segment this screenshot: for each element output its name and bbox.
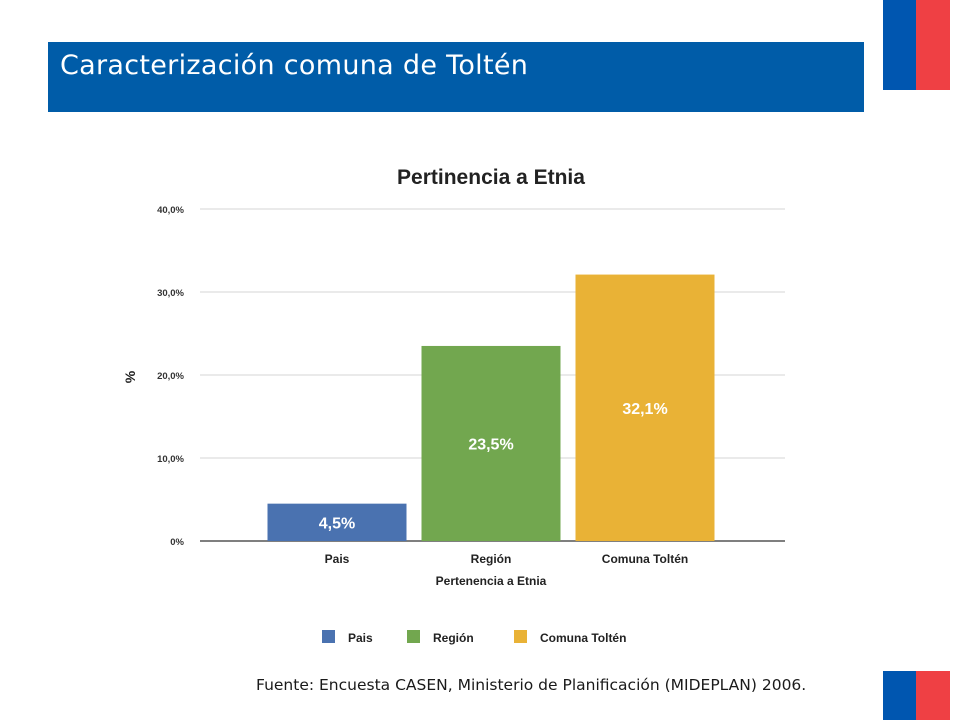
data-label: 4,5% xyxy=(319,515,355,532)
legend-swatch xyxy=(514,630,527,643)
legend-label: Pais xyxy=(348,631,373,645)
bar-comuna-tolten xyxy=(575,274,715,541)
flag-blue-stripe xyxy=(883,0,916,90)
legend-swatch xyxy=(322,630,335,643)
chart-title: Pertinencia a Etnia xyxy=(397,166,585,189)
y-tick-label: 30,0% xyxy=(157,288,184,299)
y-tick-label: 0% xyxy=(170,537,184,548)
x-tick-label: Pais xyxy=(325,552,350,566)
legend-label: Región xyxy=(433,631,474,645)
flag-decoration-bottom xyxy=(883,671,950,720)
x-axis-label: Pertenencia a Etnia xyxy=(436,574,547,588)
y-axis-label: % xyxy=(122,370,138,383)
flag-decoration-top xyxy=(883,0,950,90)
legend-swatch xyxy=(407,630,420,643)
legend-label: Comuna Toltén xyxy=(540,631,626,645)
y-tick-label: 40,0% xyxy=(157,205,184,216)
flag-red-stripe xyxy=(916,671,950,720)
data-label: 32,1% xyxy=(622,401,667,418)
header-bar: Caracterización comuna de Toltén xyxy=(48,42,864,112)
x-tick-label: Región xyxy=(471,552,512,566)
y-tick-label: 20,0% xyxy=(157,371,184,382)
page-title: Caracterización comuna de Toltén xyxy=(60,50,529,81)
y-tick-label: 10,0% xyxy=(157,454,184,465)
flag-blue-stripe xyxy=(883,671,916,720)
data-label: 23,5% xyxy=(468,436,513,453)
bar-region xyxy=(421,345,561,541)
x-tick-label: Comuna Toltén xyxy=(602,552,688,566)
flag-red-stripe xyxy=(916,0,950,90)
source-citation: Fuente: Encuesta CASEN, Ministerio de Pl… xyxy=(256,676,807,694)
bar-pais xyxy=(267,503,407,541)
